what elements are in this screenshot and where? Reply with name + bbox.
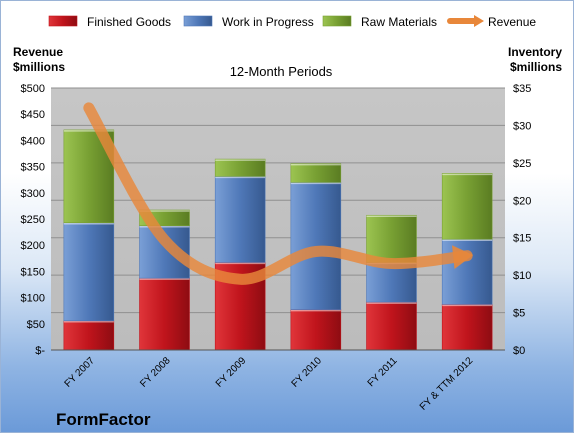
y-right-tick-label: $20 bbox=[513, 195, 531, 207]
bar-work-in-progress-fy-ttm-2012 bbox=[441, 238, 493, 305]
y-right-tick-label: $15 bbox=[513, 233, 531, 245]
y-left-tick-label: $450 bbox=[21, 109, 45, 121]
legend-swatch-work-in-progress bbox=[183, 15, 213, 27]
revenue-line-group bbox=[83, 102, 474, 285]
legend: Finished Goods Work in Progress Raw Materi… bbox=[48, 15, 536, 29]
x-tick-label: FY 2011 bbox=[366, 355, 400, 389]
revenue-arrowhead bbox=[452, 245, 474, 270]
bar-finished-goods-fy-ttm-2012 bbox=[441, 304, 493, 351]
revenue-line bbox=[83, 102, 473, 285]
y-right-label-line2: $millions bbox=[510, 60, 562, 74]
y-right-ticks: $0 $5 $10 $15 $20 $25 $30 $35 bbox=[513, 83, 531, 357]
bar-finished-goods-fy-2007 bbox=[63, 320, 115, 351]
y-left-tick-label: $100 bbox=[21, 293, 45, 305]
x-ticks: FY 2007 FY 2008 FY 2009 FY 2010 FY 2011 FY & … bbox=[63, 355, 476, 413]
y-left-tick-label: $350 bbox=[21, 162, 45, 174]
plot-area bbox=[51, 88, 505, 350]
gridlines bbox=[51, 87, 505, 314]
y-left-tick-label: $200 bbox=[21, 240, 45, 252]
bar-finished-goods-fy-2010 bbox=[290, 309, 342, 351]
y-left-ticks: $- $50 $100 $150 $200 $250 $300 $350 $400 $450 $50… bbox=[21, 83, 46, 357]
chart-title: 12-Month Periods bbox=[230, 64, 333, 79]
x-tick-label: FY 2009 bbox=[214, 355, 249, 390]
bar-finished-goods-fy-2011 bbox=[366, 301, 417, 351]
legend-label-revenue: Revenue bbox=[488, 15, 536, 29]
y-left-tick-label: $300 bbox=[21, 188, 45, 200]
legend-label-work-in-progress: Work in Progress bbox=[222, 15, 314, 29]
brand-logo-text: FormFactor bbox=[56, 410, 151, 429]
y-right-tick-label: $5 bbox=[513, 308, 525, 320]
y-left-tick-label: $- bbox=[35, 345, 45, 357]
bar-work-in-progress-fy-2007 bbox=[63, 222, 115, 322]
y-left-tick-label: $250 bbox=[21, 214, 45, 226]
legend-arrow-revenue bbox=[474, 15, 484, 27]
bar-work-in-progress-fy-2009 bbox=[214, 176, 266, 263]
bar-raw-materials-fy-2009 bbox=[214, 158, 266, 177]
legend-label-finished-goods: Finished Goods bbox=[87, 15, 171, 29]
x-tick-label: FY & TTM 2012 bbox=[418, 355, 476, 413]
bar-work-in-progress-fy-2010 bbox=[290, 182, 342, 310]
y-right-tick-label: $30 bbox=[513, 120, 531, 132]
y-right-tick-label: $35 bbox=[513, 83, 531, 95]
y-left-tick-label: $400 bbox=[21, 135, 45, 147]
bar-raw-materials-fy-2010 bbox=[290, 163, 342, 183]
y-left-tick-label: $50 bbox=[27, 319, 45, 331]
x-tick-label: FY 2008 bbox=[138, 355, 173, 390]
legend-swatch-finished-goods bbox=[48, 15, 78, 27]
x-tick-label: FY 2010 bbox=[290, 355, 325, 390]
y-right-tick-label: $25 bbox=[513, 158, 531, 170]
y-left-label-line2: $millions bbox=[13, 60, 65, 74]
y-right-tick-label: $0 bbox=[513, 345, 525, 357]
y-right-tick-label: $10 bbox=[513, 270, 531, 282]
x-tick-label: FY 2007 bbox=[63, 355, 98, 390]
legend-swatch-raw-materials bbox=[322, 15, 352, 27]
y-right-label-line1: Inventory bbox=[508, 45, 562, 59]
y-left-label-line1: Revenue bbox=[13, 45, 63, 59]
y-left-tick-label: $500 bbox=[21, 83, 45, 95]
bar-raw-materials-fy-2011 bbox=[366, 214, 417, 263]
bar-raw-materials-fy-ttm-2012 bbox=[441, 173, 493, 240]
bar-finished-goods-fy-2008 bbox=[139, 277, 190, 351]
y-left-tick-label: $150 bbox=[21, 266, 45, 278]
legend-label-raw-materials: Raw Materials bbox=[361, 15, 437, 29]
